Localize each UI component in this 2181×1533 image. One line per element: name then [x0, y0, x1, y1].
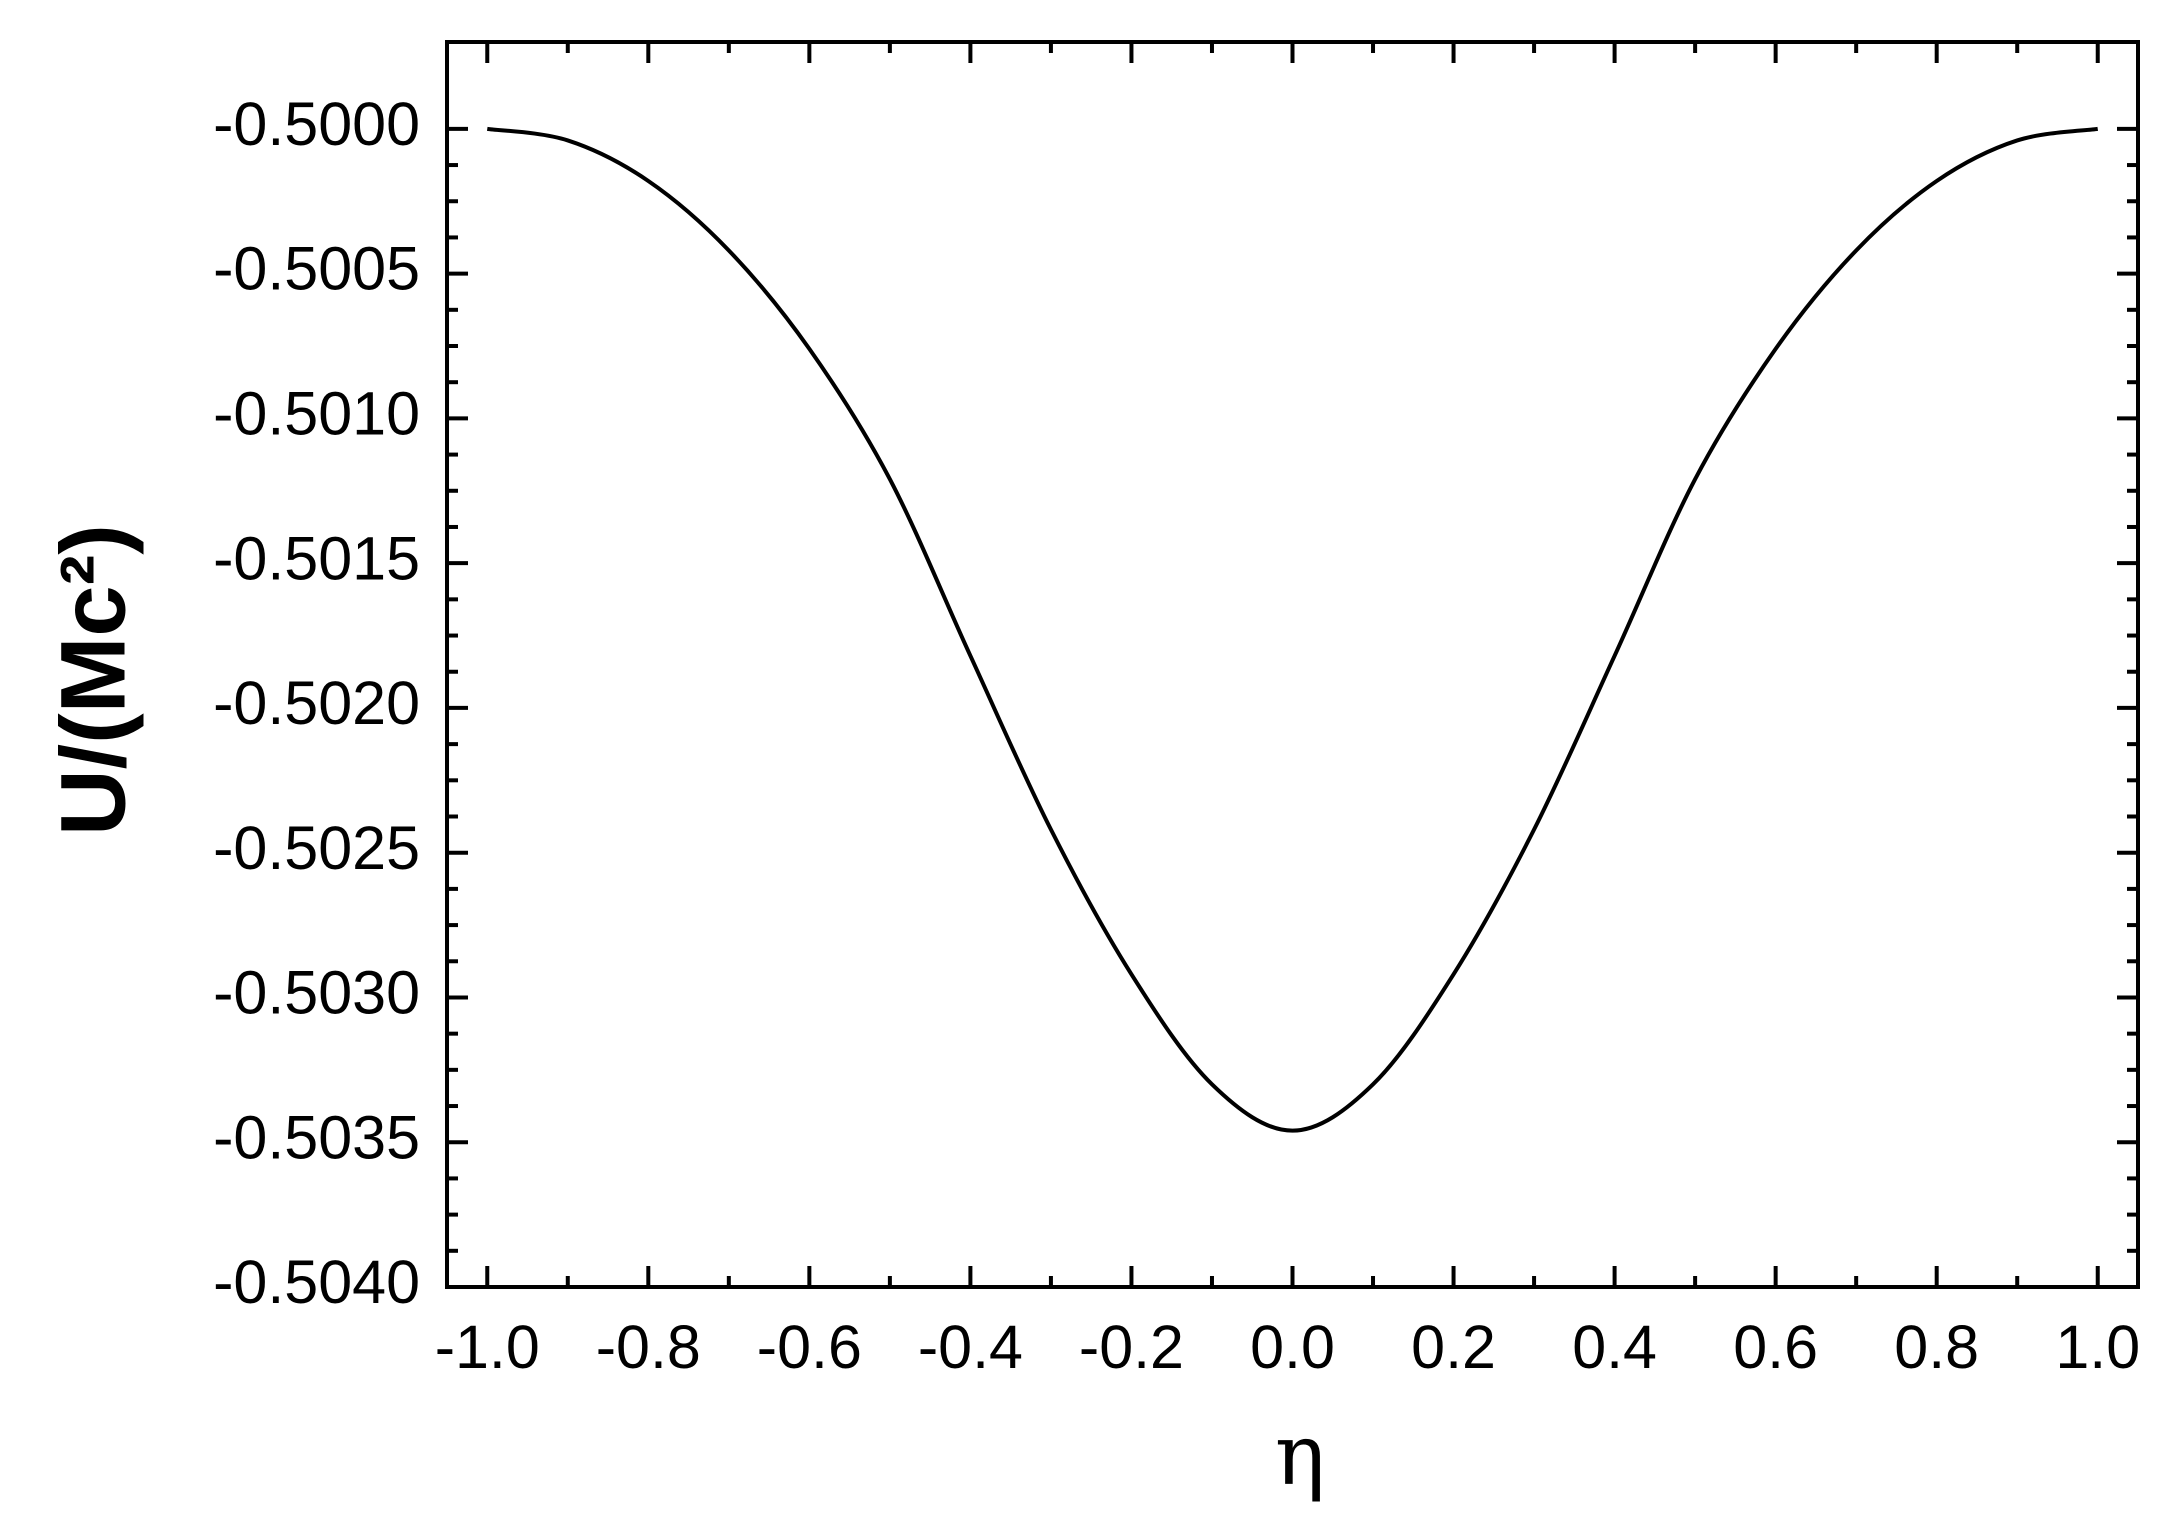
y-tick-label: -0.5010 [213, 380, 420, 448]
y-tick-label: -0.5040 [213, 1248, 420, 1316]
y-tick-label: -0.5025 [213, 814, 420, 882]
y-tick-label: -0.5000 [213, 90, 420, 158]
x-tick-label: 0.4 [1572, 1313, 1657, 1381]
y-axis-label: U/(Mc²) [42, 524, 144, 836]
y-tick-label: -0.5035 [213, 1103, 420, 1171]
x-tick-label: -0.2 [1079, 1313, 1184, 1381]
x-tick-label: 0.6 [1733, 1313, 1818, 1381]
y-tick-label: -0.5030 [213, 959, 420, 1027]
x-tick-label: -0.4 [918, 1313, 1023, 1381]
x-axis-label: η [1275, 1406, 1325, 1504]
x-tick-label: -1.0 [435, 1313, 540, 1381]
x-tick-label: 1.0 [2055, 1313, 2140, 1381]
x-tick-label: 0.2 [1411, 1313, 1496, 1381]
data-line [486, 126, 2099, 1133]
x-tick-label: -0.8 [596, 1313, 701, 1381]
x-tick-label: -0.6 [757, 1313, 862, 1381]
plot-frame [445, 40, 2140, 1289]
y-tick-label: -0.5005 [213, 235, 420, 303]
x-tick-label: 0.0 [1250, 1313, 1335, 1381]
y-tick-label: -0.5015 [213, 524, 420, 592]
x-tick-label: 0.8 [1894, 1313, 1979, 1381]
y-tick-label: -0.5020 [213, 669, 420, 737]
